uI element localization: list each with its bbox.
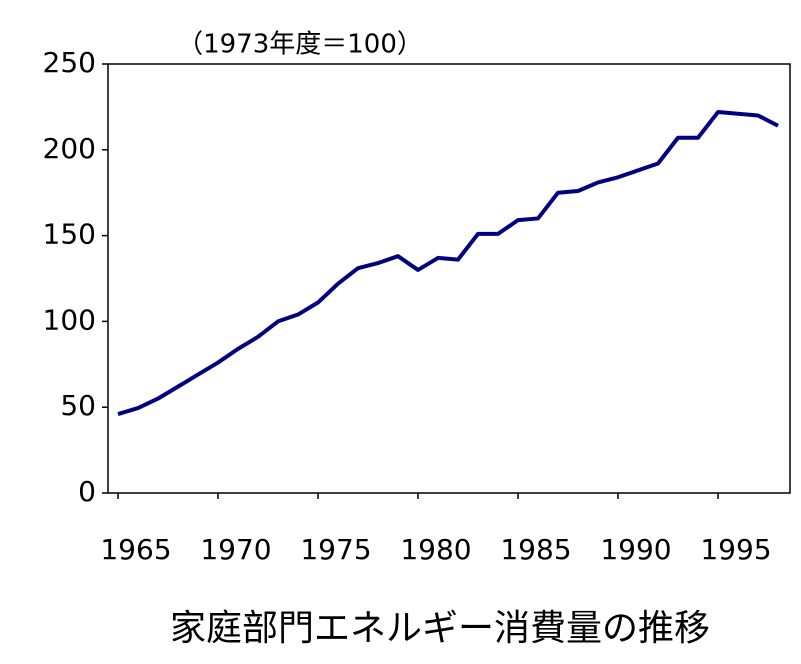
y-tick-label: 50	[60, 389, 96, 422]
y-tick-label: 100	[43, 303, 96, 336]
x-tick-label: 1985	[500, 533, 571, 566]
x-tick-label: 1980	[400, 533, 471, 566]
x-tick-label: 1970	[200, 533, 271, 566]
plot-area	[107, 63, 791, 494]
x-tick-label: 1975	[300, 533, 371, 566]
y-tick-label: 200	[43, 132, 96, 165]
y-tick-label: 250	[43, 46, 96, 79]
line-series	[117, 110, 779, 416]
x-tick-label: 1990	[600, 533, 671, 566]
y-tick-label: 0	[78, 475, 96, 508]
x-tick-label: 1995	[700, 533, 771, 566]
x-tick-label: 1965	[100, 533, 171, 566]
chart-title: 家庭部門エネルギー消費量の推移	[170, 608, 710, 649]
annotation: （1973年度＝100）	[177, 30, 423, 60]
y-tick-label: 150	[43, 218, 96, 251]
